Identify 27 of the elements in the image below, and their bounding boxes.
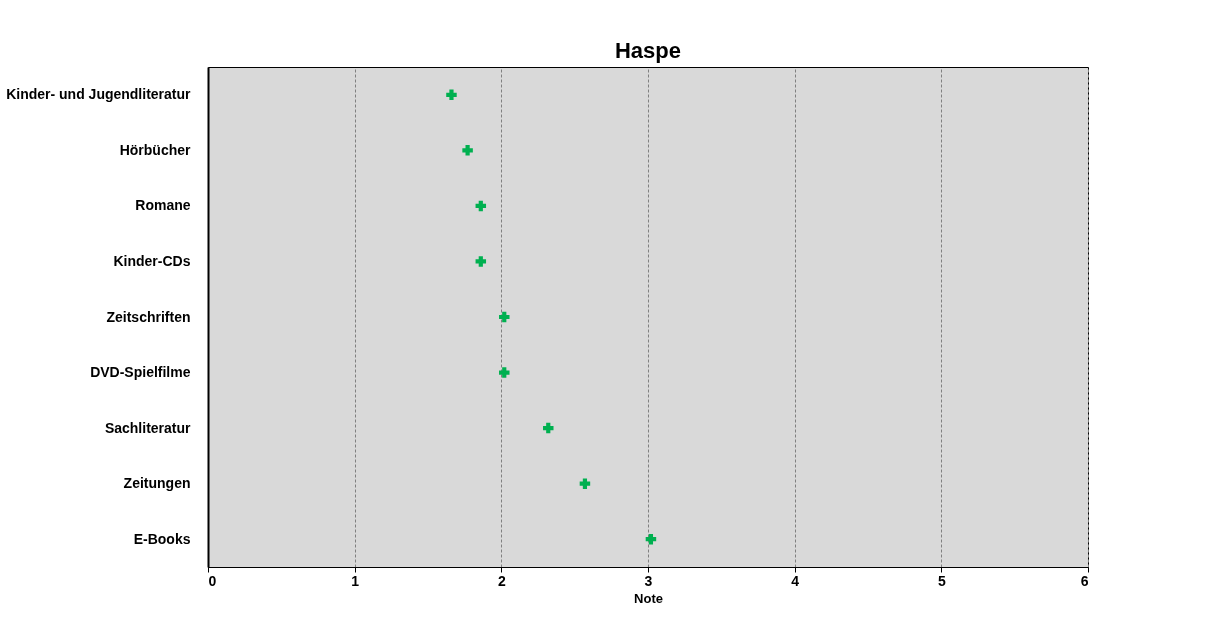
point [543, 422, 554, 434]
point [499, 311, 510, 323]
point [475, 200, 487, 212]
y-tick-label: Kinder- und Jugendliteratur [6, 86, 192, 103]
y-tick-label: DVD-Spielfilme [90, 364, 191, 381]
point [462, 145, 473, 156]
point [446, 89, 457, 101]
y-tick-label: Kinder-CDs [113, 252, 191, 269]
point [475, 256, 487, 267]
x-tick-label: 0 [208, 572, 217, 589]
y-tick-label: E-Books [133, 530, 191, 547]
y-tick-label: Hörbücher [119, 141, 192, 158]
x-tick-label: 3 [644, 572, 653, 589]
y-tick-label: Zeitschriften [106, 308, 191, 325]
point [499, 367, 510, 378]
x-tick-label: 1 [351, 572, 360, 589]
y-tick-label: Zeitungen [123, 475, 191, 492]
x-tick-label: 2 [497, 572, 506, 589]
chart-title: Haspe [614, 38, 682, 63]
y-tick-label: Sachliteratur [104, 419, 192, 436]
x-axis-title: Note [634, 590, 663, 606]
x-tick-label: 6 [1080, 572, 1089, 589]
point [645, 533, 657, 545]
x-tick-label: 4 [791, 572, 800, 589]
point [579, 478, 591, 489]
y-tick-label: Romane [135, 197, 191, 214]
x-tick-label: 5 [937, 572, 946, 589]
